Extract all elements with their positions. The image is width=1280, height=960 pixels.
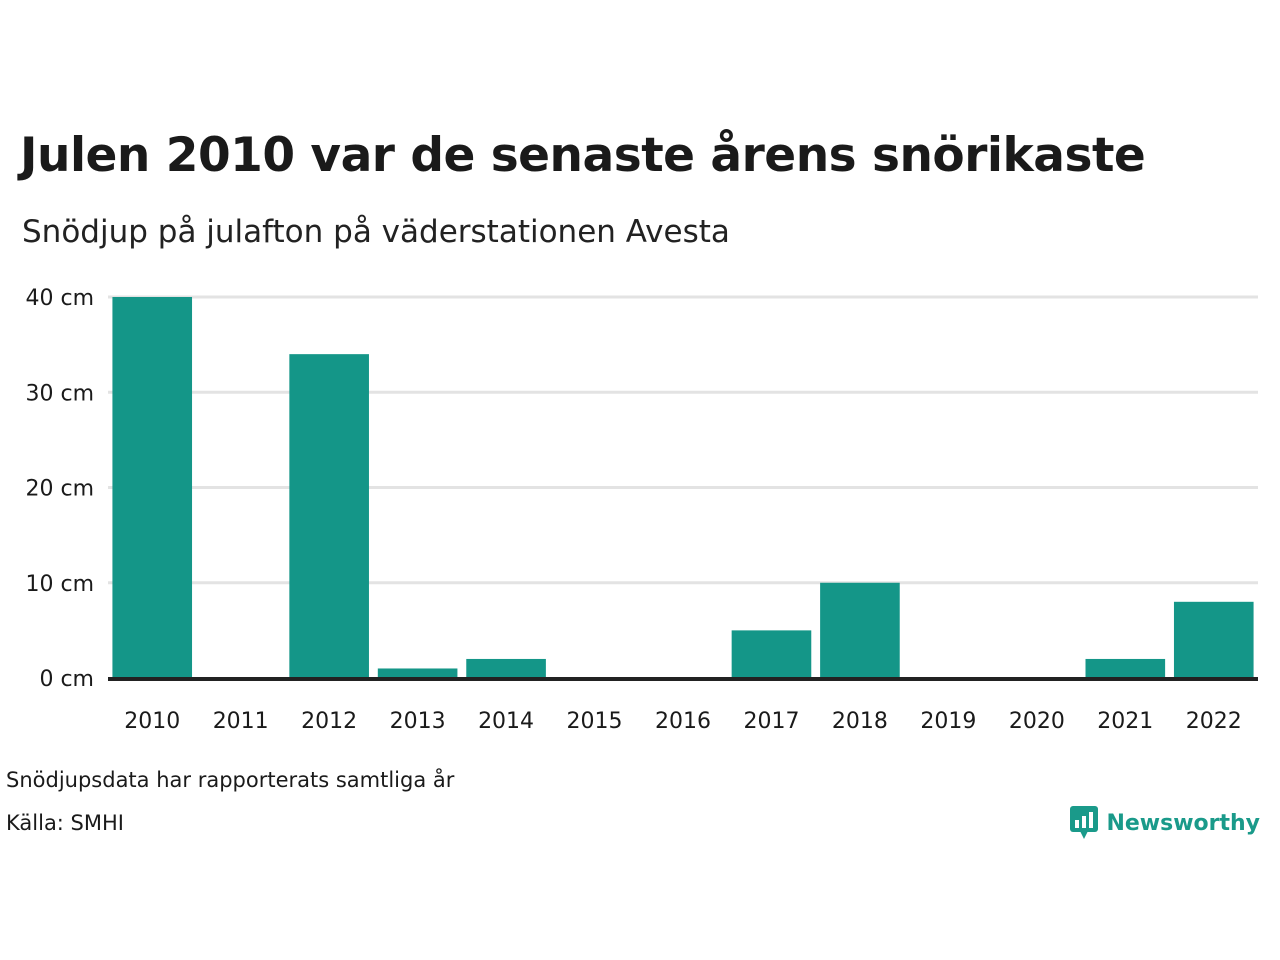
- bar-2017: [731, 630, 812, 678]
- y-tick-label: 30 cm: [25, 381, 94, 406]
- x-tick-label: 2021: [1097, 709, 1153, 734]
- y-axis-ticks: 0 cm 10 cm 20 cm 30 cm 40 cm: [25, 286, 94, 692]
- y-tick-label: 10 cm: [25, 572, 94, 597]
- bar-2010: [112, 297, 193, 678]
- chart-subtitle: Snödjup på julafton på väderstationen Av…: [22, 214, 730, 250]
- x-tick-label: 2015: [567, 709, 623, 734]
- x-axis-ticks: 2010 2011 2012 2013 2014 2015 2016 2017 2018 2019…: [124, 709, 1242, 734]
- y-tick-label: 20 cm: [25, 477, 94, 502]
- x-tick-label: 2016: [655, 709, 711, 734]
- x-tick-label: 2013: [390, 709, 446, 734]
- y-tick-label: 0 cm: [39, 667, 94, 692]
- x-tick-label: 2020: [1009, 709, 1065, 734]
- x-tick-label: 2018: [832, 709, 888, 734]
- bar-2018: [820, 582, 900, 678]
- x-tick-label: 2010: [124, 709, 180, 734]
- x-tick-label: 2014: [478, 709, 534, 734]
- brand-logo: Newsworthy: [1070, 806, 1260, 840]
- y-tick-label: 40 cm: [25, 286, 94, 311]
- bar-2014: [466, 658, 546, 678]
- x-tick-label: 2022: [1186, 709, 1242, 734]
- bar-2013: [377, 668, 458, 678]
- brand-name: Newsworthy: [1106, 810, 1260, 836]
- footnote: Snödjupsdata har rapporterats samtliga å…: [6, 768, 455, 792]
- x-tick-label: 2019: [920, 709, 976, 734]
- x-tick-label: 2012: [301, 709, 357, 734]
- bar-2012: [289, 354, 369, 678]
- chart-title: Julen 2010 var de senaste årens snörikas…: [20, 128, 1146, 183]
- bars: [108, 297, 1258, 681]
- bar-chart-speech-bubble-icon: [1070, 806, 1099, 839]
- gridlines: [108, 295, 1258, 585]
- bar-2021: [1085, 658, 1166, 678]
- bar-2022: [1173, 601, 1254, 678]
- x-tick-label: 2011: [213, 709, 269, 734]
- x-tick-label: 2017: [743, 709, 799, 734]
- source-credit: Källa: SMHI: [6, 811, 124, 835]
